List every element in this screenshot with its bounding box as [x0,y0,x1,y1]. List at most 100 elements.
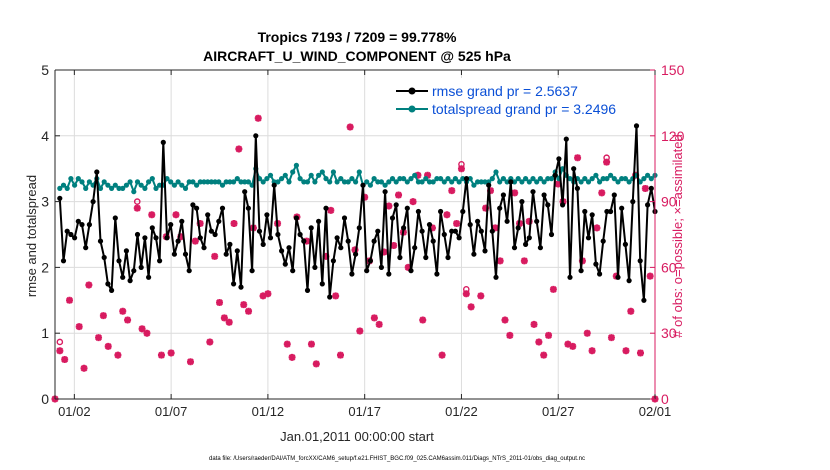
rmse-point [279,248,285,254]
rmse-point [205,212,211,218]
obs-assimilated-marker [186,358,194,366]
spread-point [648,176,654,182]
spread-point [367,182,373,188]
spread-point [600,176,606,182]
rmse-point [441,231,447,238]
y-tick-label-left: 0 [41,391,49,407]
spread-point [327,179,333,185]
spread-point [626,179,632,185]
obs-assimilated-marker [143,329,151,337]
obs-assimilated-marker [259,292,267,300]
spread-point [471,182,477,188]
x-tick-label: 02/01 [639,404,672,419]
rmse-point [109,287,115,293]
rmse-point [423,254,429,261]
spread-point [297,176,303,182]
spread-point [375,179,381,185]
rmse-point [578,268,584,274]
obs-possible-marker [133,198,141,205]
rmse-point [386,271,392,277]
rmse-point [345,238,351,244]
spread-point [168,179,174,185]
rmse-point [86,222,92,228]
spread-point [72,182,78,188]
spread-point [604,176,610,182]
spread-point [593,172,599,178]
rmse-point [523,241,529,247]
footnote: data file: /Users/raeder/DAI/ATM_forcXX/… [209,456,585,462]
spread-point [515,176,521,182]
rmse-point [79,222,85,228]
x-tick-label: 01/07 [155,404,188,419]
y-tick-label-right: 30 [661,325,677,341]
obs-assimilated-marker [196,220,204,228]
rmse-point [57,195,63,201]
spread-point [349,176,355,182]
rmse-point [72,235,78,241]
legend: rmse grand pr = 2.5637 totalspread grand… [392,78,654,120]
spread-point [438,176,444,182]
obs-assimilated-marker [303,237,311,245]
spread-point [534,179,540,185]
obs-assimilated-marker [549,285,557,293]
spread-point [441,179,447,185]
rmse-point [600,238,606,244]
rmse-point [511,245,518,251]
obs-assimilated-marker [554,180,562,188]
obs-assimilated-marker [114,351,122,359]
rmse-point [330,258,336,264]
rmse-point [201,245,207,251]
rmse-point [378,264,384,270]
rmse-point [286,245,292,251]
spread-point [619,176,625,182]
rmse-point [194,205,200,211]
spread-point [319,169,325,175]
spread-point [382,182,388,188]
rmse-point [138,264,144,270]
obs-assimilated-marker [448,187,456,195]
obs-assimilated-marker [206,338,214,346]
obs-assimilated-marker [80,364,88,372]
rmse-series [57,123,658,303]
obs-assimilated-marker [588,347,596,355]
rmse-point [223,251,229,257]
obs-assimilated-marker [540,351,548,359]
spread-point [227,179,233,185]
spread-point [109,185,115,191]
obs-assimilated-marker [370,314,378,322]
rmse-point [142,235,148,241]
rmse-point [264,212,270,218]
spread-point [497,179,503,185]
spread-point [419,179,425,185]
spread-point [401,176,407,182]
obs-assimilated-marker [235,145,243,153]
rmse-point [571,166,577,172]
obs-assimilated-marker [496,257,504,265]
spread-point [548,176,555,182]
y-tick-label-right: 60 [661,259,677,275]
rmse-point [530,189,536,195]
spread-point [493,169,499,175]
rmse-point [127,278,133,284]
spread-point [585,179,592,185]
rmse-point [438,208,444,215]
spread-point [489,176,495,182]
rmse-point [493,274,499,280]
spread-point [330,169,336,175]
spread-point [264,176,270,182]
spread-point [426,179,433,185]
obs-assimilated-marker [607,334,615,342]
obs-assimilated-marker [622,347,630,355]
spread-point [452,176,458,182]
obs-possible-marker [56,338,64,346]
rmse-point [504,218,510,224]
obs-assimilated-marker [240,301,248,309]
spread-point [86,179,92,185]
x-tick-label: 01/02 [58,404,91,419]
spread-point [611,176,617,182]
x-tick-label: 01/12 [252,404,285,419]
spread-point [622,176,629,182]
obs-assimilated-marker [404,263,412,271]
y-axis-right-label: # of obs: o=possible; ×=assimilated [670,134,685,337]
spread-point [356,169,362,175]
